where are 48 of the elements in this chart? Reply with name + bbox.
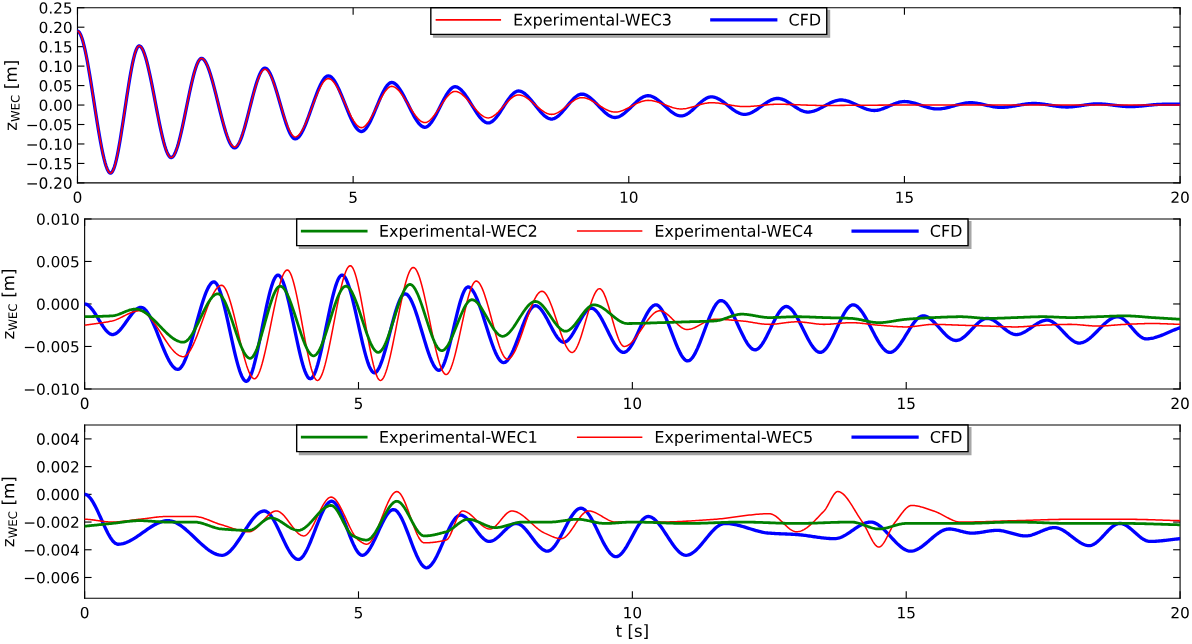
y-tick-label: −0.15 bbox=[27, 157, 72, 170]
x-axis-title: t [s] bbox=[616, 624, 648, 640]
y-tick-label: 0.002 bbox=[37, 461, 79, 473]
y-tick-label: 0.004 bbox=[37, 433, 79, 445]
y-tick-label: −0.005 bbox=[24, 340, 79, 353]
y-axis-title: z$_{WEC}$ [m] bbox=[1, 477, 18, 547]
x-tick-label: 15 bbox=[898, 397, 915, 410]
x-tick-label: 0 bbox=[73, 191, 82, 204]
x-tick-label: 5 bbox=[354, 607, 363, 619]
y-tick-label: 0.000 bbox=[37, 298, 79, 310]
x-tick-label: 5 bbox=[349, 191, 357, 204]
y-tick-label: −0.002 bbox=[24, 516, 79, 529]
y-tick-label: 0.05 bbox=[39, 80, 72, 92]
y-tick-label: 0.25 bbox=[39, 2, 72, 14]
y-tick-label: 0.20 bbox=[39, 21, 72, 34]
y-tick-label: −0.20 bbox=[27, 177, 72, 189]
legend-label: CFD bbox=[930, 224, 962, 237]
legend-label: Experimental-WEC3 bbox=[514, 13, 671, 29]
y-tick-label: 0.005 bbox=[37, 255, 79, 268]
y-tick-label: −0.10 bbox=[27, 138, 72, 150]
y-tick-label: −0.010 bbox=[24, 383, 79, 395]
x-tick-label: 20 bbox=[1171, 606, 1189, 619]
x-tick-label: 10 bbox=[620, 191, 638, 204]
x-tick-label: 0 bbox=[80, 397, 89, 410]
x-tick-label: 15 bbox=[896, 191, 913, 204]
y-tick-label: 0.010 bbox=[37, 213, 79, 225]
x-tick-label: 10 bbox=[624, 606, 642, 619]
y-tick-label: 0.00 bbox=[39, 99, 72, 112]
y-tick-label: −0.006 bbox=[24, 571, 79, 584]
x-tick-label: 15 bbox=[898, 607, 915, 619]
legend-label: Experimental-WEC4 bbox=[655, 224, 813, 241]
legend-label: Experimental-WEC5 bbox=[655, 430, 812, 447]
y-axis-title: z$_{WEC}$ [m] bbox=[4, 61, 20, 131]
x-tick-label: 20 bbox=[1171, 397, 1189, 410]
x-tick-label: 20 bbox=[1171, 191, 1189, 204]
x-tick-label: 0 bbox=[80, 606, 89, 619]
legend-label: Experimental-WEC1 bbox=[380, 430, 537, 447]
y-tick-label: 0.10 bbox=[39, 60, 72, 73]
legend-label: CFD bbox=[789, 13, 821, 26]
y-tick-label: −0.05 bbox=[27, 118, 72, 131]
legend-label: Experimental-WEC2 bbox=[380, 224, 537, 241]
y-tick-label: −0.004 bbox=[24, 544, 79, 556]
x-tick-label: 5 bbox=[354, 397, 363, 410]
y-tick-label: 0.000 bbox=[37, 488, 79, 501]
y-axis-title: z$_{WEC}$ [m] bbox=[1, 269, 18, 339]
x-tick-label: 10 bbox=[624, 397, 642, 410]
y-tick-label: 0.15 bbox=[39, 41, 72, 53]
legend-label: CFD bbox=[930, 430, 962, 443]
